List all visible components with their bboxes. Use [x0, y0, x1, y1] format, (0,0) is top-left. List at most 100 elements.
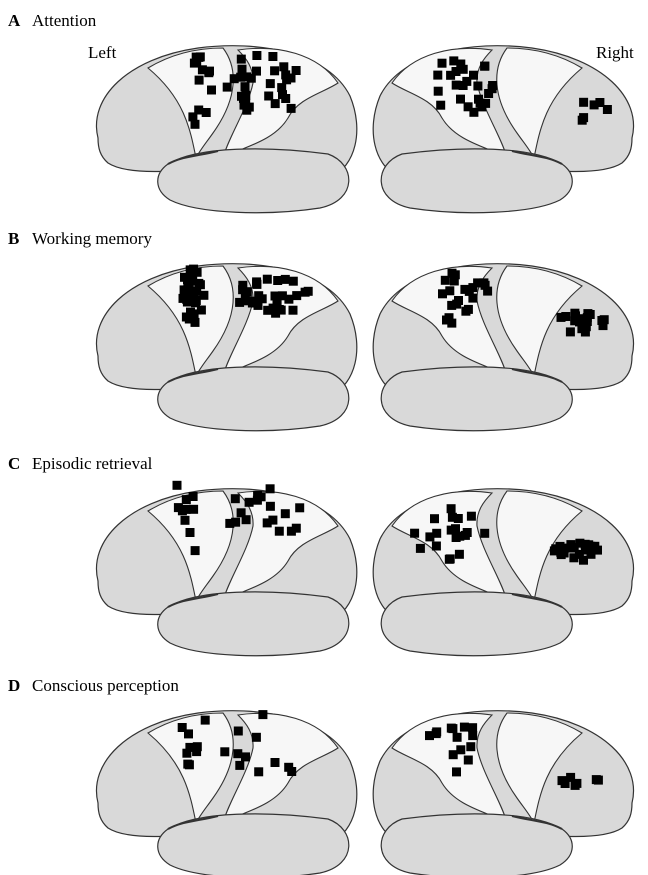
- activation-focus: [236, 73, 245, 82]
- right-hemisphere: [373, 489, 633, 656]
- left-label: Left: [88, 43, 117, 62]
- activation-focus: [281, 509, 290, 518]
- activation-focus: [454, 296, 463, 305]
- panel-letter: C: [8, 454, 20, 473]
- activation-focus: [235, 761, 244, 770]
- panel-title: Episodic retrieval: [32, 454, 153, 473]
- panel-letter: A: [8, 11, 21, 30]
- activation-focus: [448, 724, 457, 733]
- activation-focus: [195, 76, 204, 85]
- activation-focus: [569, 553, 578, 562]
- activation-focus: [304, 287, 313, 296]
- activation-focus: [476, 99, 485, 108]
- activation-focus: [189, 295, 198, 304]
- activation-focus: [186, 528, 195, 537]
- activation-focus: [462, 77, 471, 86]
- activation-focus: [581, 540, 590, 549]
- activation-focus: [234, 727, 243, 736]
- activation-focus: [181, 516, 190, 525]
- activation-focus: [275, 527, 284, 536]
- activation-focus: [449, 56, 458, 65]
- activation-focus: [464, 756, 473, 765]
- activation-focus: [432, 729, 441, 738]
- activation-focus: [460, 723, 469, 732]
- activation-focus: [196, 280, 205, 289]
- activation-focus: [189, 492, 198, 501]
- activation-focus: [448, 269, 457, 278]
- activation-focus: [464, 102, 473, 111]
- activation-focus: [271, 292, 280, 301]
- activation-focus: [186, 265, 195, 274]
- activation-focus: [282, 75, 291, 84]
- activation-focus: [237, 55, 246, 64]
- activation-focus: [268, 52, 277, 61]
- activation-focus: [245, 103, 254, 112]
- activation-focus: [266, 79, 275, 88]
- activation-focus: [416, 544, 425, 553]
- activation-focus: [202, 108, 211, 117]
- activation-focus: [270, 66, 279, 75]
- activation-focus: [287, 767, 296, 776]
- activation-focus: [450, 277, 459, 286]
- activation-focus: [436, 101, 445, 110]
- activation-focus: [180, 285, 189, 294]
- activation-focus: [566, 540, 575, 549]
- activation-focus: [231, 494, 240, 503]
- activation-focus: [571, 781, 580, 790]
- activation-focus: [201, 716, 210, 725]
- activation-focus: [237, 508, 246, 517]
- activation-focus: [186, 308, 195, 317]
- activation-focus: [480, 529, 489, 538]
- right-label: Right: [596, 43, 634, 62]
- activation-focus: [292, 291, 301, 300]
- activation-focus: [594, 776, 603, 785]
- activation-focus: [571, 311, 580, 320]
- activation-focus: [430, 514, 439, 523]
- activation-focus: [447, 526, 456, 535]
- activation-focus: [223, 83, 232, 92]
- activation-focus: [277, 83, 286, 92]
- activation-focus: [183, 760, 192, 769]
- activation-focus: [191, 546, 200, 555]
- activation-focus: [558, 776, 567, 785]
- activation-focus: [479, 278, 488, 287]
- activation-focus: [254, 301, 263, 310]
- activation-focus: [455, 550, 464, 559]
- panel-letter: D: [8, 676, 20, 695]
- activation-focus: [579, 556, 588, 565]
- activation-focus: [220, 747, 229, 756]
- activation-focus: [273, 276, 282, 285]
- activation-focus: [484, 89, 493, 98]
- activation-focus: [561, 312, 570, 321]
- activation-focus: [233, 749, 242, 758]
- activation-focus: [438, 59, 447, 68]
- activation-focus: [461, 531, 470, 540]
- activation-focus: [452, 767, 461, 776]
- panel: C Episodic retrieval: [8, 454, 634, 656]
- right-hemisphere: [373, 711, 633, 875]
- activation-focus: [295, 503, 304, 512]
- activation-focus: [410, 529, 419, 538]
- right-hemisphere: [373, 264, 633, 431]
- activation-focus: [466, 742, 475, 751]
- activation-focus: [191, 318, 200, 327]
- activation-focus: [184, 729, 193, 738]
- activation-focus: [243, 296, 252, 305]
- activation-focus: [247, 74, 256, 83]
- activation-focus: [287, 104, 296, 113]
- activation-focus: [241, 752, 250, 761]
- activation-focus: [593, 546, 602, 555]
- activation-focus: [432, 542, 441, 551]
- activation-focus: [292, 524, 301, 533]
- left-hemisphere: [96, 46, 356, 213]
- activation-focus: [204, 68, 213, 77]
- panel-title: Working memory: [32, 229, 152, 248]
- activation-focus: [425, 532, 434, 541]
- activation-focus: [193, 742, 202, 751]
- figure: Left Right AAttentionBWorking memory C Epi…: [0, 0, 648, 875]
- activation-focus: [590, 100, 599, 109]
- activation-focus: [447, 504, 456, 513]
